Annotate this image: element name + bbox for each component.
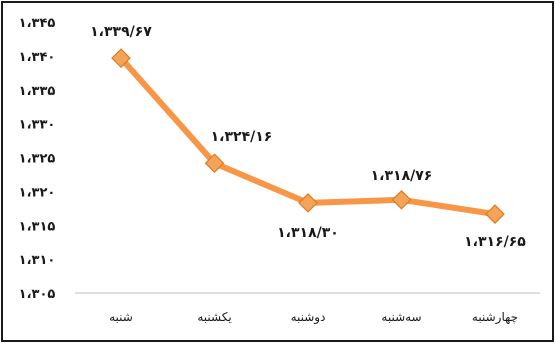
x-axis-ticks: شنبه یکشنبه دوشنبه سه‌شنبه چهارشنبه <box>109 310 518 325</box>
data-label: ۱،۳۱۶/۶۵ <box>464 234 526 250</box>
y-axis-ticks: ۱،۳۰۵ ۱،۳۱۰ ۱،۳۱۵ ۱،۳۲۰ ۱،۳۲۵ ۱،۳۳۰ ۱،۳۳۵ ۱،۳۴۰… <box>19 16 56 302</box>
data-point-marker <box>298 193 318 213</box>
data-label: ۱،۳۱۸/۳۰ <box>277 225 339 241</box>
data-label: ۱،۳۲۴/۱۶ <box>211 129 273 145</box>
data-point-marker <box>111 48 131 68</box>
data-label: ۱،۳۱۸/۷۶ <box>371 168 433 184</box>
series-markers <box>111 48 505 224</box>
x-tick-label: چهارشنبه <box>472 310 518 325</box>
data-label: ۱،۳۳۹/۶۷ <box>90 24 152 40</box>
x-tick-label: دوشنبه <box>291 310 326 325</box>
y-tick-label: ۱،۳۲۵ <box>19 152 56 167</box>
data-point-marker <box>485 204 505 224</box>
y-tick-label: ۱،۳۰۵ <box>19 287 56 302</box>
y-tick-label: ۱،۳۴۵ <box>19 16 56 31</box>
x-tick-label: یکشنبه <box>197 310 231 324</box>
chart-frame <box>1 1 554 342</box>
y-tick-label: ۱،۳۲۰ <box>19 185 56 200</box>
data-point-marker <box>391 189 412 210</box>
y-tick-label: ۱،۳۳۵ <box>19 84 56 99</box>
y-tick-label: ۱،۳۴۰ <box>19 50 56 65</box>
x-tick-label: سه‌شنبه <box>381 310 421 324</box>
y-tick-label: ۱،۳۳۰ <box>19 118 56 133</box>
x-tick-label: شنبه <box>109 310 133 324</box>
y-tick-label: ۱،۳۱۵ <box>19 219 56 234</box>
data-point-marker <box>204 153 225 174</box>
y-tick-label: ۱،۳۱۰ <box>19 253 56 268</box>
data-labels: ۱،۳۳۹/۶۷ ۱،۳۲۴/۱۶ ۱،۳۱۸/۳۰ ۱،۳۱۸/۷۶ ۱،۳۱۶/۶۵ <box>90 24 526 250</box>
